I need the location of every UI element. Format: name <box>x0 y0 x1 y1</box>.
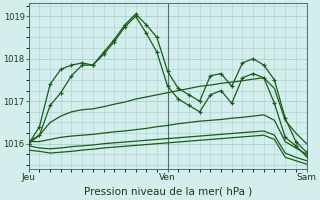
X-axis label: Pression niveau de la mer( hPa ): Pression niveau de la mer( hPa ) <box>84 187 252 197</box>
